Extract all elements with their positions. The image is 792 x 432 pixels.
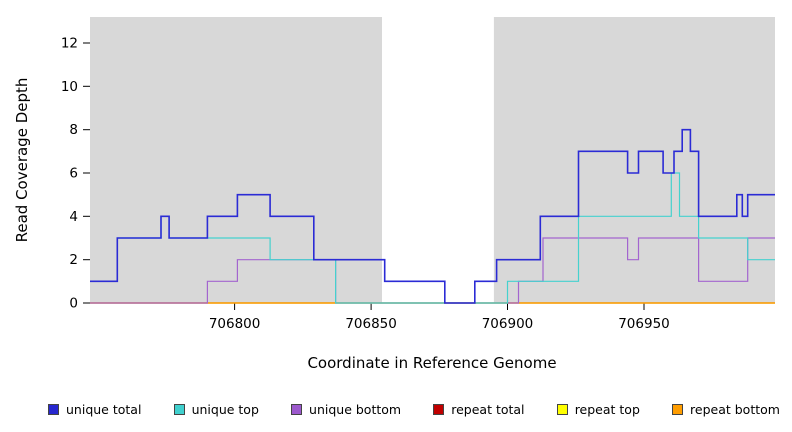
legend-label: unique top bbox=[191, 401, 259, 417]
x-tick-label: 706900 bbox=[482, 316, 534, 332]
chart-legend: unique total unique top unique bottom repea… bbox=[48, 398, 780, 420]
legend-swatch-icon bbox=[173, 403, 185, 415]
coverage-chart: Coordinate in Reference Genome Read Cove… bbox=[13, 17, 775, 372]
y-tick-label: 6 bbox=[69, 166, 78, 182]
y-tick-label: 2 bbox=[69, 252, 78, 268]
series-unique-bottom bbox=[90, 237, 775, 304]
legend-label: repeat total bbox=[451, 401, 525, 417]
shaded-region bbox=[90, 17, 382, 303]
legend-swatch-icon bbox=[291, 403, 303, 415]
legend-swatch-icon bbox=[433, 403, 445, 415]
y-axis-title: Read Coverage Depth bbox=[13, 78, 31, 243]
legend-label: repeat bottom bbox=[690, 401, 780, 417]
legend-item-repeat-top: repeat top bbox=[556, 401, 640, 417]
legend-item-repeat-bottom: repeat bottom bbox=[672, 402, 780, 417]
y-tick-label: 0 bbox=[69, 296, 78, 312]
legend-label: repeat top bbox=[574, 401, 640, 417]
legend-item-unique-top: unique top bbox=[173, 401, 259, 417]
legend-swatch-icon bbox=[48, 403, 59, 415]
series-unique-total bbox=[90, 128, 775, 304]
x-axis-title: Coordinate in Reference Genome bbox=[307, 354, 556, 372]
y-tick-label: 12 bbox=[61, 36, 78, 52]
y-tick-label: 8 bbox=[69, 122, 78, 138]
legend-label: unique bottom bbox=[309, 401, 402, 417]
legend-item-repeat-total: repeat total bbox=[433, 401, 525, 417]
x-tick-label: 706850 bbox=[345, 316, 397, 332]
legend-swatch-icon bbox=[672, 403, 684, 415]
legend-label: unique total bbox=[66, 401, 142, 417]
x-tick-label: 706800 bbox=[209, 316, 261, 332]
legend-item-unique-bottom: unique bottom bbox=[291, 402, 401, 417]
x-tick-label: 706950 bbox=[618, 316, 670, 332]
legend-swatch-icon bbox=[556, 403, 568, 415]
y-tick-label: 4 bbox=[69, 209, 78, 225]
legend-item-unique-total: unique total bbox=[48, 402, 141, 417]
y-tick-label: 10 bbox=[61, 79, 78, 95]
